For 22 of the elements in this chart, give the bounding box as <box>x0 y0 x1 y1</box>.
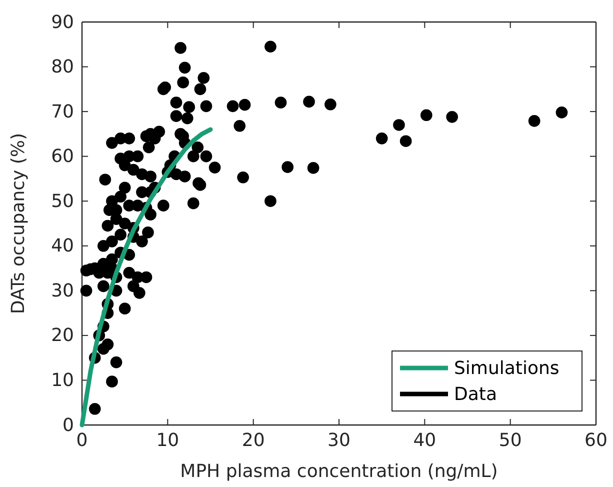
y-tick-label: 50 <box>51 190 74 212</box>
x-tick-label: 40 <box>413 430 436 451</box>
x-tick-label: 60 <box>584 430 608 451</box>
legend-label: Simulations <box>454 358 560 379</box>
x-axis-title: MPH plasma concentration (ng/mL) <box>180 461 498 482</box>
line-series <box>80 127 213 428</box>
x-tick-label: 10 <box>156 430 180 451</box>
y-tick-label: 0 <box>62 414 74 436</box>
y-tick-label: 80 <box>51 56 74 78</box>
legend-label: Data <box>454 384 497 405</box>
x-tick-label: 0 <box>76 430 88 451</box>
x-tick-label: 20 <box>242 430 265 451</box>
y-tick-label: 20 <box>51 325 74 346</box>
y-tick-label: 10 <box>51 370 74 391</box>
y-tick-label: 30 <box>51 280 74 302</box>
y-tick-label: 60 <box>51 146 74 168</box>
y-axis-title: DATs occupancy (%) <box>8 132 29 314</box>
y-tick-label: 70 <box>51 101 74 122</box>
x-tick-label: 30 <box>328 430 350 451</box>
x-tick-label: 50 <box>498 430 522 451</box>
y-tick-label: 40 <box>51 236 74 257</box>
y-tick-label: 90 <box>51 12 74 33</box>
